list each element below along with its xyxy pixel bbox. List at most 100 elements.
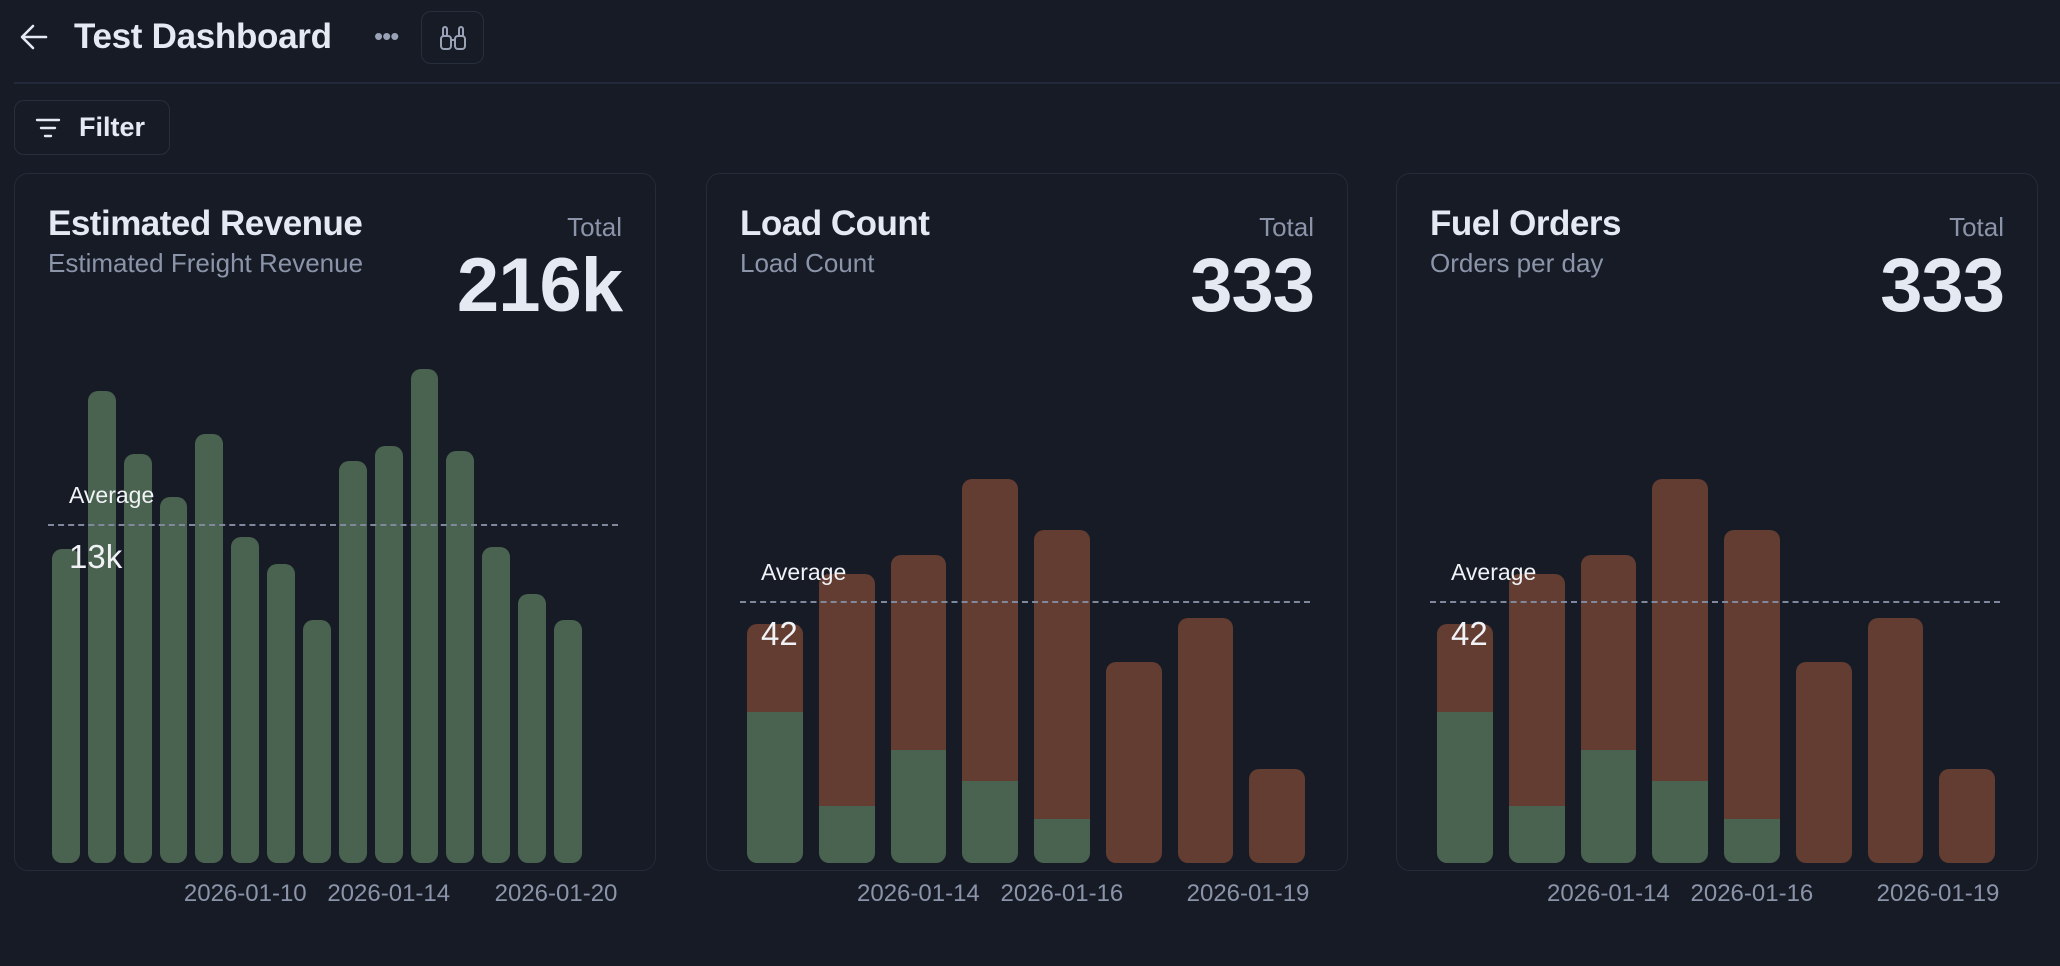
bar-chart (1437, 341, 1995, 863)
bar[interactable] (518, 594, 547, 863)
bar[interactable] (1177, 617, 1234, 863)
average-label: Average (69, 482, 155, 509)
bar-segment (1724, 818, 1780, 863)
x-tick-label: 2026-01-14 (327, 880, 451, 907)
bar-segment (1652, 781, 1708, 863)
bar[interactable] (374, 446, 403, 863)
bar[interactable] (159, 496, 188, 863)
bar-segment (962, 781, 1018, 863)
x-tick-label: 2026-01-16 (1690, 880, 1814, 907)
bar-segment (518, 594, 547, 863)
back-arrow-icon[interactable] (18, 20, 50, 54)
total-label: Total (1949, 212, 2004, 242)
bar-segment (1795, 661, 1852, 863)
bar[interactable] (87, 391, 116, 863)
average-line (740, 601, 1310, 604)
average-label: Average (761, 559, 847, 586)
bar-segment (962, 479, 1018, 782)
bar[interactable] (267, 564, 296, 863)
bar-segment (818, 573, 875, 807)
bar[interactable] (446, 451, 475, 863)
card-fuel-orders: Fuel Orders Orders per day Total 333 Ave… (1396, 173, 2038, 907)
bar[interactable] (1249, 768, 1305, 863)
bar[interactable] (1034, 529, 1090, 863)
bar[interactable] (303, 619, 331, 863)
bar-segment (267, 564, 296, 863)
bar[interactable] (410, 368, 439, 863)
average-value: 42 (1451, 615, 1488, 653)
card-estimated-revenue: Estimated Revenue Estimated Freight Reve… (14, 173, 656, 907)
explore-button[interactable] (421, 11, 484, 64)
bar[interactable] (962, 479, 1018, 863)
average-line (1430, 601, 2000, 604)
bar[interactable] (1724, 529, 1780, 863)
bar-segment (338, 461, 367, 863)
bar-segment (1939, 768, 1995, 863)
bar-segment (1508, 573, 1565, 807)
total-value: 216k (456, 243, 623, 328)
bar-segment (410, 368, 439, 863)
bar-segment (159, 496, 188, 863)
average-value: 42 (761, 615, 798, 653)
filter-lines-icon (35, 118, 61, 137)
card-subtitle: Load Count (740, 248, 875, 278)
bar-segment (1034, 818, 1090, 863)
filter-label: Filter (79, 112, 146, 142)
x-tick-label: 2026-01-19 (1876, 880, 2000, 907)
average-value: 13k (69, 538, 123, 576)
card-title: Load Count (740, 204, 930, 243)
total-value: 333 (1190, 243, 1315, 328)
x-tick-label: 2026-01-14 (1546, 880, 1670, 907)
x-tick-label: 2026-01-19 (1186, 880, 1310, 907)
bar-segment (1508, 806, 1565, 863)
bar[interactable] (482, 546, 511, 863)
bar[interactable] (1652, 479, 1708, 863)
card-subtitle: Estimated Freight Revenue (48, 248, 364, 278)
average-label: Average (1451, 559, 1537, 586)
bar[interactable] (1867, 617, 1924, 863)
bar[interactable] (1939, 768, 1995, 863)
bar-segment (1580, 749, 1637, 863)
bar-segment (87, 391, 116, 863)
bar[interactable] (1508, 573, 1565, 863)
filter-button[interactable]: Filter (14, 100, 170, 155)
bar[interactable] (890, 554, 947, 863)
bar-segment (890, 749, 947, 863)
bar-chart (747, 341, 1305, 863)
card-load-count: Load Count Load Count Total 333 Average … (706, 173, 1348, 907)
card-subtitle: Orders per day (1430, 248, 1604, 278)
card-title: Fuel Orders (1430, 204, 1621, 243)
bar[interactable] (52, 549, 80, 863)
bar-segment (482, 546, 511, 863)
bar-segment (1437, 624, 1493, 713)
bar[interactable] (818, 573, 875, 863)
page-title: Test Dashboard (74, 17, 332, 56)
bar[interactable] (1437, 624, 1493, 863)
bar[interactable] (338, 461, 367, 863)
x-tick-label: 2026-01-20 (494, 880, 618, 907)
bar[interactable] (554, 619, 582, 863)
bar[interactable] (123, 453, 152, 863)
more-options-button[interactable]: ••• (374, 21, 399, 51)
bar-segment (231, 536, 260, 863)
bar-segment (195, 433, 224, 863)
bar[interactable] (1105, 661, 1162, 863)
bar-chart (52, 341, 582, 863)
bar[interactable] (1795, 661, 1852, 863)
header-divider (14, 82, 2060, 84)
total-value: 333 (1880, 243, 2005, 328)
bar-segment (1249, 768, 1305, 863)
bar-segment (1724, 529, 1780, 819)
total-label: Total (567, 212, 622, 242)
bar[interactable] (1580, 554, 1637, 863)
bar-segment (1105, 661, 1162, 863)
binoculars-icon (439, 25, 466, 50)
bar-segment (818, 806, 875, 863)
bar-segment (890, 554, 947, 750)
bar-segment (446, 451, 475, 863)
bar[interactable] (747, 624, 803, 863)
bar-segment (374, 446, 403, 863)
bar-segment (123, 453, 152, 863)
bar[interactable] (231, 536, 260, 863)
bar[interactable] (195, 433, 224, 863)
